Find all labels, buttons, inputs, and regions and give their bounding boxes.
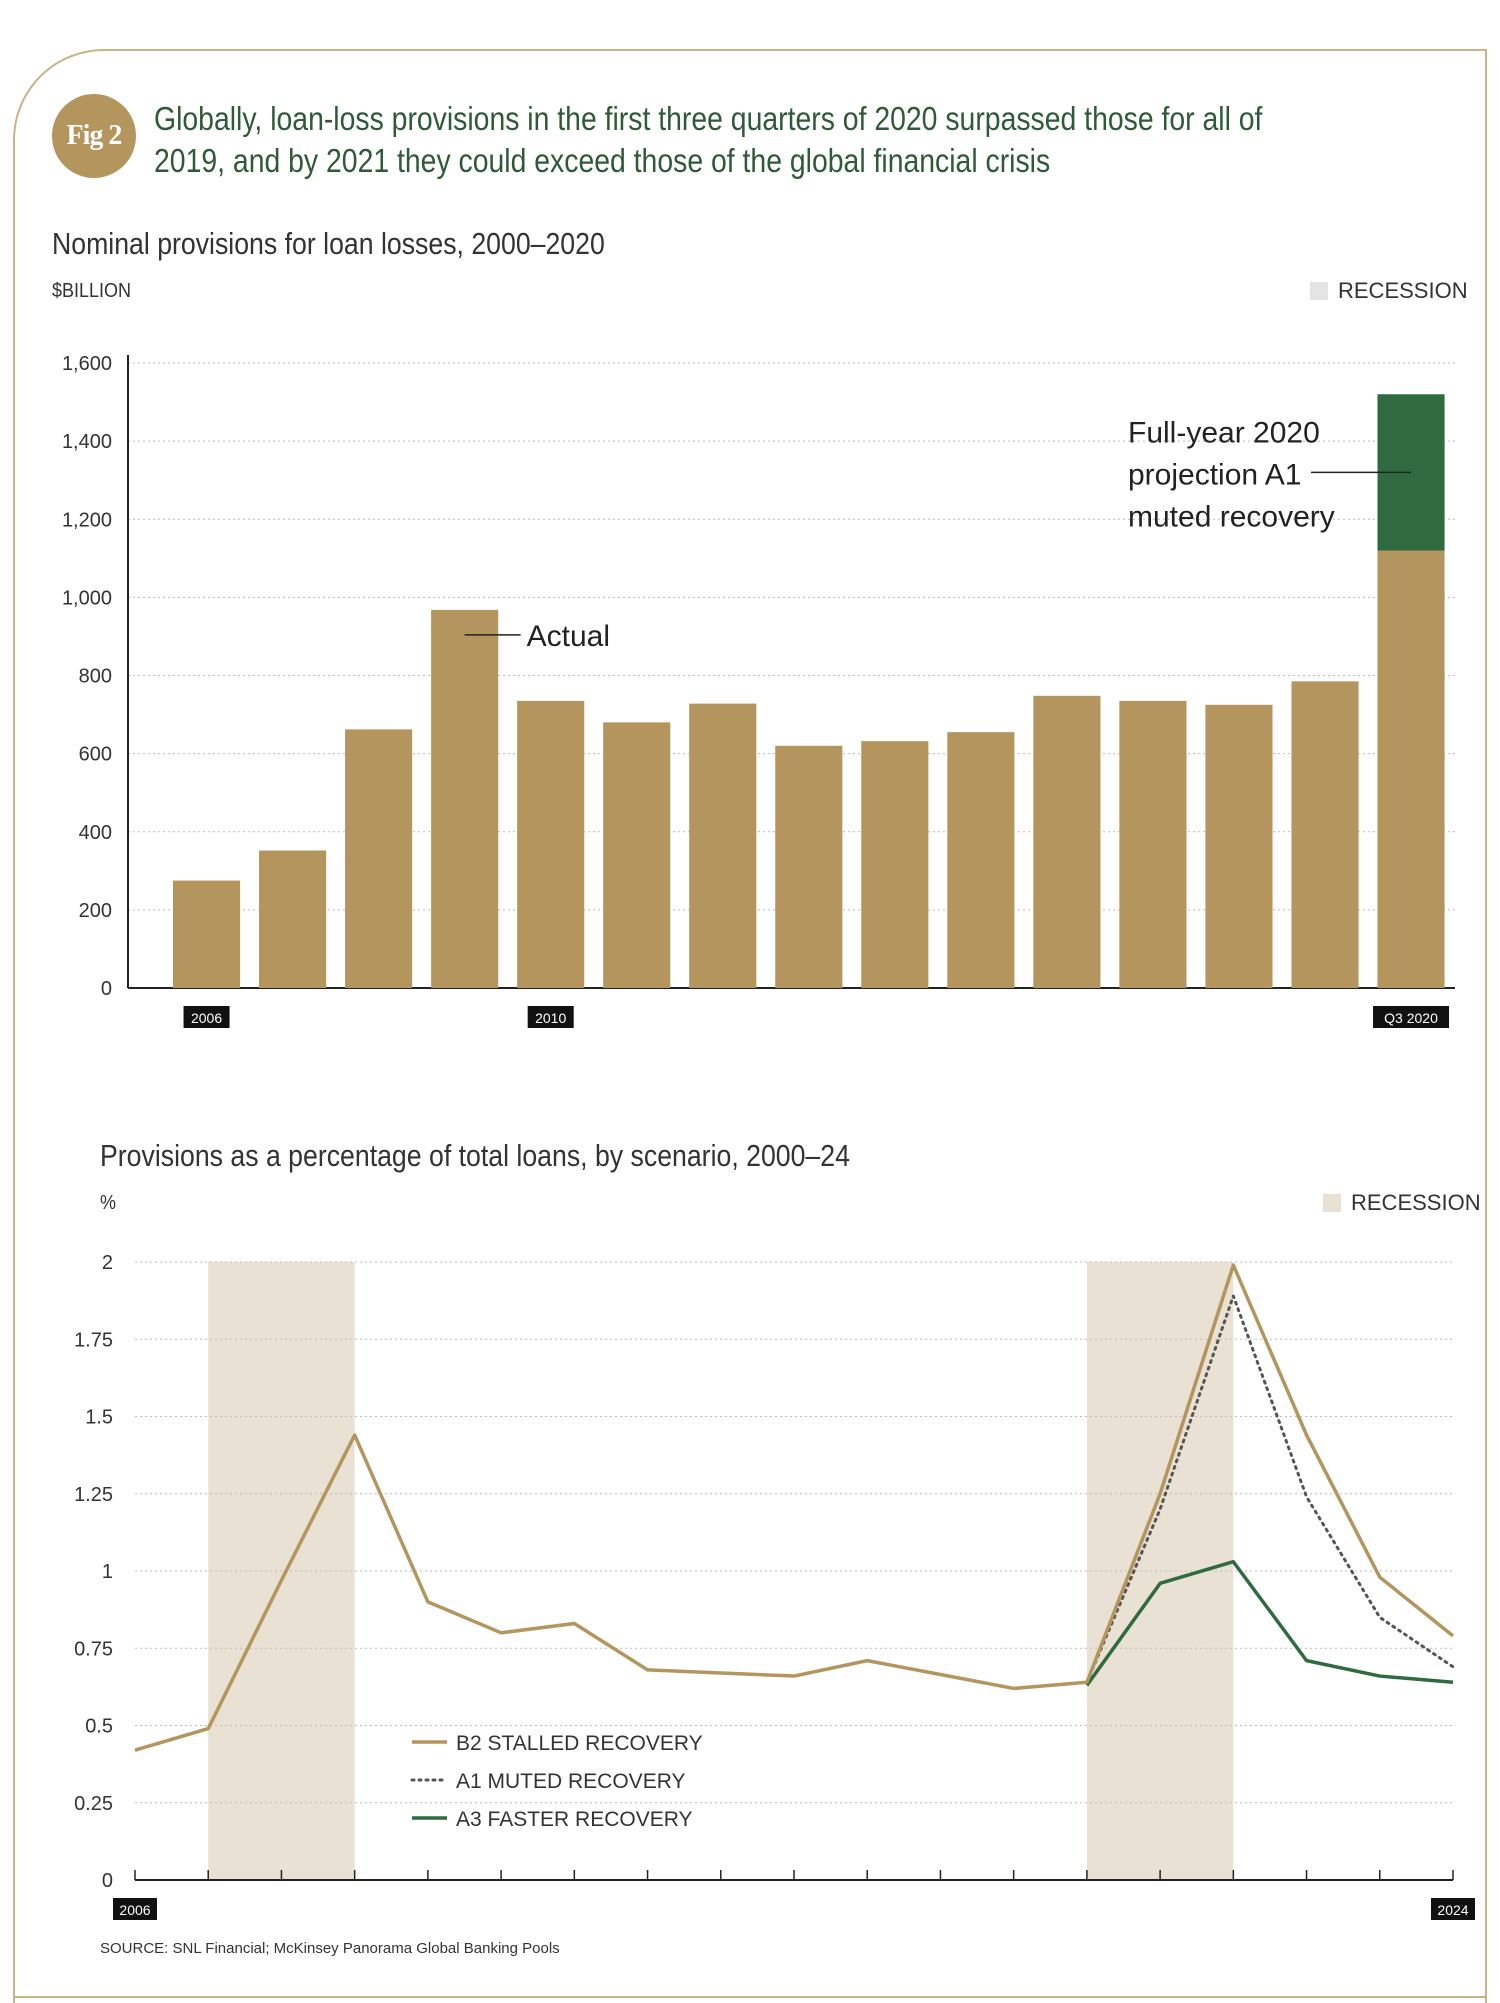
y-tick-label: 0.5: [85, 1716, 113, 1738]
y-tick-label: 800: [79, 666, 112, 688]
y-tick-label: 1: [102, 1561, 113, 1583]
bar-actual: [259, 850, 327, 988]
legend-label: A3 FASTER RECOVERY: [456, 1808, 693, 1831]
recession-swatch: [1310, 282, 1328, 300]
bar-actual: [1377, 550, 1445, 988]
bar-actual: [517, 700, 585, 988]
bar-actual: [173, 880, 241, 988]
source-note: SOURCE: SNL Financial; McKinsey Panorama…: [100, 1940, 560, 1957]
y-tick-label: 600: [79, 744, 112, 766]
bar-actual: [775, 745, 843, 988]
y-tick-label: 200: [79, 900, 112, 922]
line-chart: 0 0.25 0.5 0.75 1 1.25 1.5 1.75 2 2006 2024 B2 STAL…: [74, 1252, 1475, 1920]
line-chart-recession-legend: RECESSION: [1323, 1190, 1481, 1216]
y-tick-label: 0.75: [74, 1638, 113, 1660]
x-tick-label: 2024: [1437, 1902, 1468, 1918]
projection-annotation-line: muted recovery: [1128, 500, 1335, 533]
x-tick-label: 2006: [191, 1010, 222, 1026]
bar-actual: [603, 722, 671, 988]
recession-legend-label: RECESSION: [1338, 278, 1468, 303]
y-tick-label: 1,600: [62, 353, 112, 375]
bar-chart-recession-legend: RECESSION: [1310, 278, 1468, 304]
y-tick-label: 1.75: [74, 1329, 113, 1351]
line-chart-unit: %: [100, 1192, 117, 1214]
legend-label: B2 STALLED RECOVERY: [456, 1732, 703, 1755]
figure-badge: Fig 2: [52, 94, 136, 178]
projection-annotation-line: Full-year 2020: [1128, 416, 1320, 449]
bar-actual: [1205, 704, 1273, 988]
x-tick-label: 2006: [119, 1902, 150, 1918]
y-tick-label: 0: [102, 1870, 113, 1892]
y-tick-label: 1,200: [62, 509, 112, 531]
bar-chart-title: Nominal provisions for loan losses, 2000…: [52, 226, 605, 261]
x-tick-label: 2010: [535, 1010, 566, 1026]
bar-chart-unit: $BILLION: [52, 280, 132, 302]
bar-actual: [1033, 695, 1101, 988]
y-tick-label: 0: [101, 978, 112, 1000]
bar-actual: [1119, 700, 1187, 988]
bar-actual: [1291, 681, 1359, 988]
bar-actual: [861, 741, 929, 988]
bar-actual: [345, 729, 413, 988]
recession-swatch: [1323, 1194, 1341, 1212]
y-tick-label: 2: [102, 1252, 113, 1274]
bar-actual: [431, 609, 499, 988]
bar-actual: [947, 732, 1015, 988]
x-tick-badge: [183, 1006, 230, 1028]
x-tick-badge: [1373, 1006, 1450, 1028]
series-line-a3-faster-recovery: [1085, 1559, 1454, 1687]
x-tick-badge: [1431, 1898, 1475, 1920]
bar-chart: 0 200 400 600 800 1,000 1,200 1,400 1,600 2006 201…: [62, 353, 1455, 1028]
figure-headline: Globally, loan-loss provisions in the fi…: [154, 100, 1263, 179]
actual-annotation: Actual: [527, 620, 610, 653]
series-line-a1-muted-recovery: [1085, 1294, 1455, 1684]
projection-annotation-line: projection A1: [1128, 458, 1301, 491]
bar-actual: [689, 703, 757, 988]
x-tick-badge: [527, 1006, 574, 1028]
y-tick-label: 1.5: [85, 1407, 113, 1429]
series-line-b2-stalled-recovery: [134, 1263, 1455, 1752]
legend-label: A1 MUTED RECOVERY: [456, 1770, 686, 1793]
y-tick-label: 400: [79, 822, 112, 844]
x-tick-badge: [113, 1898, 157, 1920]
y-tick-label: 1,400: [62, 431, 112, 453]
y-tick-label: 1.25: [74, 1484, 113, 1506]
line-chart-title: Provisions as a percentage of total loan…: [100, 1138, 850, 1173]
y-tick-label: 1,000: [62, 587, 112, 609]
recession-legend-label: RECESSION: [1351, 1190, 1481, 1215]
x-tick-label: Q3 2020: [1384, 1010, 1438, 1026]
y-tick-label: 0.25: [74, 1793, 113, 1815]
